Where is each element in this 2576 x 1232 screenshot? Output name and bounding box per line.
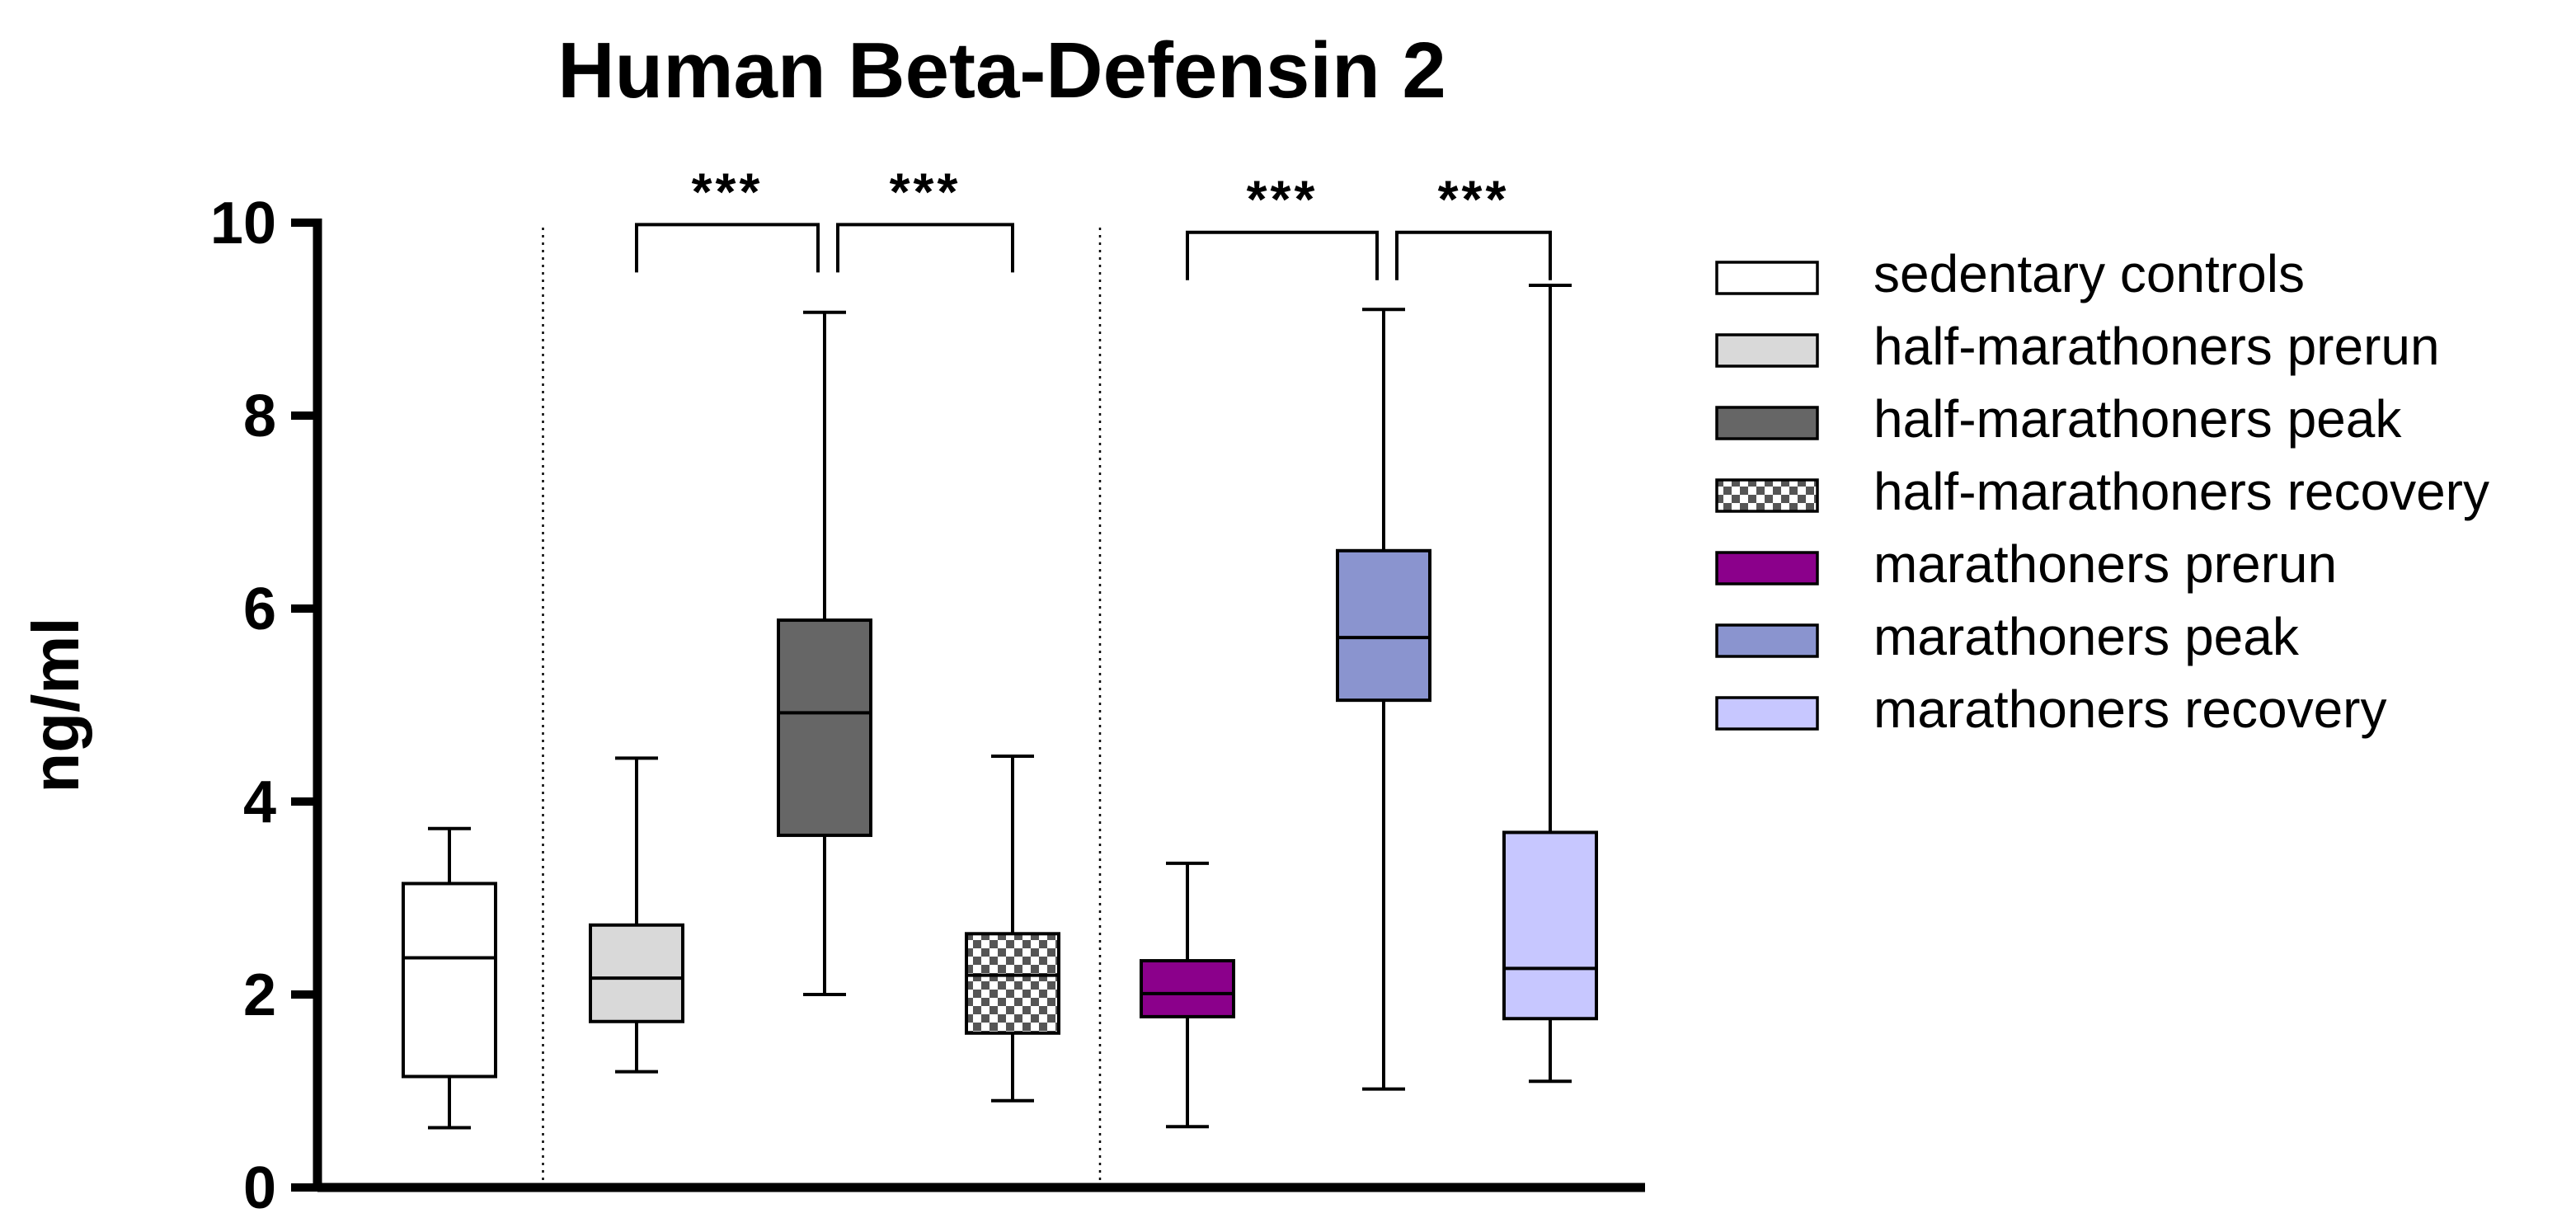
y-tick-label: 2 bbox=[243, 962, 276, 1028]
legend-item: half-marathoners prerun bbox=[1715, 317, 2440, 376]
bracket-line bbox=[1186, 230, 1379, 280]
legend-label: half-marathoners peak bbox=[1873, 389, 2402, 449]
axes: 0 2 4 6 8 10 bbox=[210, 190, 1645, 1221]
significance-bracket: *** bbox=[1186, 170, 1379, 280]
legend-label: marathoners recovery bbox=[1873, 679, 2386, 739]
box-half-marathoners-recovery bbox=[965, 755, 1060, 1103]
y-tick-label: 6 bbox=[243, 576, 276, 642]
legend-swatch bbox=[1715, 551, 1819, 585]
y-tick-label: 4 bbox=[243, 769, 276, 835]
bracket-line bbox=[836, 223, 1014, 273]
legend-swatch bbox=[1715, 696, 1819, 731]
box-half-marathoners-prerun bbox=[589, 756, 684, 1074]
legend-item: marathoners prerun bbox=[1715, 534, 2337, 594]
box-iqr bbox=[589, 923, 684, 1023]
box-marathoners-peak bbox=[1336, 308, 1431, 1091]
chart-title: Human Beta-Defensin 2 bbox=[557, 26, 1446, 115]
significance-bracket: *** bbox=[1395, 170, 1552, 280]
legend-swatch bbox=[1715, 261, 1819, 295]
legend-swatch bbox=[1715, 333, 1819, 368]
legend-label: sedentary controls bbox=[1873, 244, 2305, 303]
legend-item: marathoners recovery bbox=[1715, 679, 2386, 739]
significance-brackets: *** *** *** *** bbox=[635, 162, 1552, 280]
box-iqr bbox=[1140, 959, 1235, 1018]
group-separators bbox=[542, 223, 1102, 1187]
legend-label: marathoners prerun bbox=[1873, 534, 2337, 594]
y-tick-label: 0 bbox=[243, 1155, 276, 1221]
significance-bracket: *** bbox=[836, 162, 1014, 273]
significance-label: *** bbox=[1438, 170, 1510, 229]
box-iqr bbox=[1336, 548, 1431, 703]
box-iqr bbox=[1502, 830, 1598, 1021]
significance-label: *** bbox=[692, 162, 764, 221]
legend-item: half-marathoners recovery bbox=[1715, 462, 2489, 521]
legend-swatch bbox=[1715, 406, 1819, 440]
significance-bracket: *** bbox=[635, 162, 820, 273]
box-marathoners-prerun bbox=[1140, 861, 1235, 1129]
legend-item: sedentary controls bbox=[1715, 244, 2305, 303]
box-marathoners-recovery bbox=[1502, 284, 1598, 1084]
legend-item: marathoners peak bbox=[1715, 607, 2300, 666]
box-iqr bbox=[402, 882, 497, 1079]
bracket-line bbox=[1395, 230, 1552, 280]
box-iqr bbox=[777, 618, 872, 837]
significance-label: *** bbox=[1247, 170, 1319, 229]
y-tick-label: 10 bbox=[210, 190, 276, 256]
legend-swatch bbox=[1715, 478, 1819, 513]
y-axis-label: ng/ml bbox=[19, 617, 92, 792]
legend-item: half-marathoners peak bbox=[1715, 389, 2402, 449]
box-sedentary-controls bbox=[402, 826, 497, 1130]
legend-label: half-marathoners recovery bbox=[1873, 462, 2489, 521]
legend-label: marathoners peak bbox=[1873, 607, 2300, 666]
y-tick-label: 8 bbox=[243, 383, 276, 449]
box-half-marathoners-peak bbox=[777, 310, 872, 996]
box-iqr bbox=[965, 932, 1060, 1035]
box-plots bbox=[402, 284, 1598, 1130]
legend: sedentary controls half-marathoners preru… bbox=[1715, 244, 2489, 739]
significance-label: *** bbox=[890, 162, 961, 221]
legend-swatch bbox=[1715, 623, 1819, 658]
legend-label: half-marathoners prerun bbox=[1873, 317, 2440, 376]
bracket-line bbox=[635, 223, 820, 273]
